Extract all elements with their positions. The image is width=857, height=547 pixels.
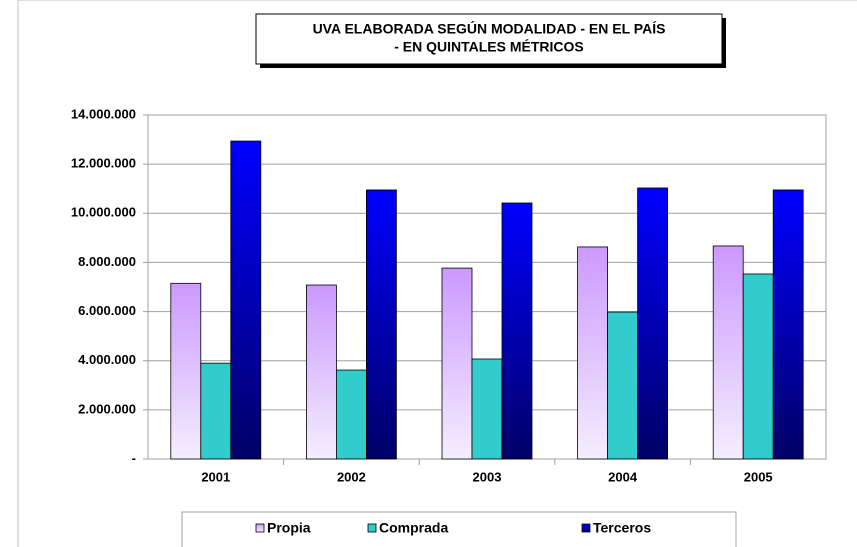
bar [170,282,202,460]
bar [365,189,397,460]
y-tick-label: - [132,450,136,465]
bar [335,369,367,460]
y-tick-label: 10.000.000 [71,205,136,220]
bar [200,362,232,460]
legend-swatch [581,523,591,533]
title-box [255,13,723,65]
bar [305,284,337,460]
y-tick-label: 8.000.000 [78,254,136,269]
y-tick-label: 2.000.000 [78,401,136,416]
x-tick-label: 2005 [744,469,773,484]
legend-label: Terceros [593,520,651,536]
chart-title: UVA ELABORADA SEGÚN MODALIDAD - EN EL PA… [313,20,666,37]
legend [181,511,737,547]
bar [742,273,774,460]
x-tick-label: 2004 [608,469,638,484]
bar [501,202,533,460]
x-tick-label: 2003 [473,469,502,484]
y-tick-label: 4.000.000 [78,352,136,367]
bar [471,358,503,460]
x-tick-label: 2002 [337,469,366,484]
legend-label: Propia [267,520,311,536]
x-tick-label: 2001 [201,469,230,484]
legend-swatch [367,523,377,533]
bar [712,245,744,460]
bar [772,189,804,460]
chart-title: - EN QUINTALES MÉTRICOS [394,39,584,55]
bar [607,311,638,460]
bar [230,140,262,460]
y-tick-label: 12.000.000 [71,156,136,171]
bar [441,267,473,460]
legend-label: Comprada [379,520,448,536]
bar [637,187,668,460]
legend-swatch [255,523,265,533]
y-tick-label: 14.000.000 [71,106,136,121]
bar [577,246,608,460]
y-tick-label: 6.000.000 [78,303,136,318]
